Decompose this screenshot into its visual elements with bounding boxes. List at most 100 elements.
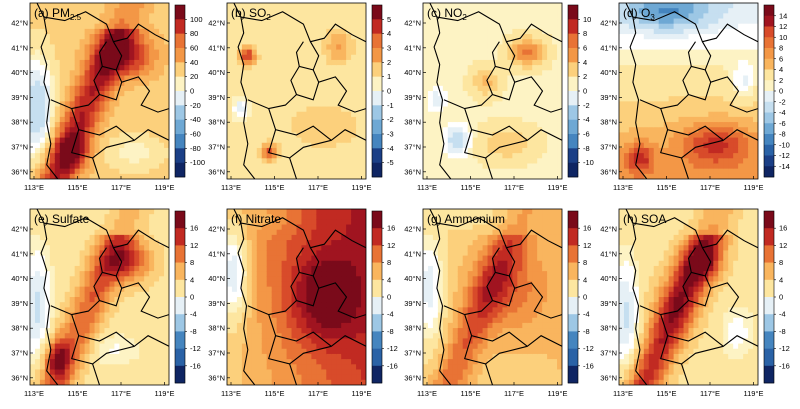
boundary-line	[50, 300, 100, 316]
map-panel-a: (a) PM2.5 42°N 41°N 40°N 39°N 38°N 37°N 36°N 113…	[11, 2, 205, 192]
colorbar-tick-label: -16	[583, 361, 594, 370]
lat-tick-label: 42°N	[404, 19, 421, 28]
colorbar-tick-label: 100	[190, 15, 203, 24]
colorbar-g: 16 12 8 4 0 -4 -8 -12 -16	[567, 210, 594, 384]
colorbar-tick-label: 4	[583, 275, 587, 284]
colorbar-tick-label: 40	[190, 58, 198, 67]
colorbar-tick-label: 6	[583, 44, 587, 53]
lat-tick-label: 41°N	[208, 249, 225, 258]
lon-tick-label: 113°E	[613, 389, 633, 398]
lon-tick-label: 115°E	[657, 389, 677, 398]
panel-subscript: 2	[462, 13, 467, 22]
colorbar-tick-label: 0	[190, 87, 194, 96]
boundary-line	[687, 247, 712, 277]
colorbar-tick-label: 8	[387, 258, 391, 267]
field-e	[30, 209, 169, 385]
lon-tick-label: 119°E	[155, 389, 175, 398]
boundary-line	[289, 363, 298, 385]
boundary-line	[625, 3, 648, 179]
colorbar-tick-label: -40	[190, 115, 201, 124]
lat-tick-label: 39°N	[208, 299, 225, 308]
colorbar-tick-label: 0	[779, 87, 783, 96]
boundary-line	[443, 300, 493, 316]
colorbar-tick-label: -16	[779, 361, 790, 370]
panel-label: (e)	[34, 212, 52, 226]
lat-tick-label: 38°N	[404, 118, 421, 127]
lat-tick-label: 37°N	[11, 349, 28, 358]
lat-tick-label: 36°N	[404, 373, 421, 382]
boundary-line	[247, 94, 297, 110]
boundary-line	[233, 3, 256, 179]
colorbar-tick-label: 8	[583, 29, 587, 38]
colorbar-tick-label: -6	[583, 130, 590, 139]
lon-tick-label: 119°E	[155, 183, 175, 192]
map-frame	[422, 2, 563, 180]
field-h	[619, 209, 758, 385]
colorbar-tick-label: -20	[190, 101, 201, 110]
colorbar-tick-label: 4	[779, 275, 783, 284]
boundary-line	[639, 300, 689, 316]
colorbar-tick-label: 12	[779, 22, 787, 31]
colorbar-tick-label: -12	[779, 151, 790, 160]
boundary-line	[295, 247, 320, 277]
panel-label: (a)	[34, 6, 52, 20]
map-frame	[29, 2, 170, 180]
lat-tick-label: 41°N	[208, 43, 225, 52]
colorbar-tick-label: -8	[583, 144, 590, 153]
map-panel-h: (h) SOA 42°N 41°N 40°N 39°N 38°N 37°N 36°N 113°E…	[600, 208, 790, 398]
lat-tick-label: 40°N	[600, 274, 617, 283]
colorbar-tick-label: 0	[779, 293, 783, 302]
lat-tick-label: 37°N	[404, 349, 421, 358]
colorbar-tick-label: -4	[583, 310, 590, 319]
lat-tick-label: 37°N	[404, 143, 421, 152]
lon-tick-label: 115°E	[461, 183, 481, 192]
lat-tick-label: 40°N	[208, 68, 225, 77]
lat-tick-label: 39°N	[600, 93, 617, 102]
lat-tick-label: 38°N	[404, 324, 421, 333]
colorbar-tick-label: 4	[190, 275, 194, 284]
colorbar-tick-label: 16	[190, 224, 198, 233]
colorbar-tick-label: -10	[779, 140, 790, 149]
lon-tick-label: 117°E	[111, 389, 131, 398]
colorbar-tick-label: 2	[779, 76, 783, 85]
colorbar-tick-label: 14	[779, 11, 787, 20]
boundary-line	[625, 209, 648, 385]
colorbar-tick-label: 80	[190, 29, 198, 38]
colorbar-tick-label: 0	[583, 87, 587, 96]
lat-tick-label: 36°N	[11, 373, 28, 382]
colorbar-tick-label: -8	[190, 327, 197, 336]
field-g	[423, 209, 562, 385]
lat-tick-label: 41°N	[600, 43, 617, 52]
map-panel-c: (c) NO242°N41°N40°N39°N38°N37°N36°N113°E…	[404, 2, 594, 192]
lon-tick-label: 113°E	[417, 389, 437, 398]
colorbar-tick-label: 4	[387, 275, 391, 284]
colorbar-tick-label: 0	[583, 293, 587, 302]
colorbar-tick-label: -1	[387, 101, 394, 110]
lat-tick-label: 41°N	[404, 249, 421, 258]
lon-tick-label: 113°E	[613, 183, 633, 192]
field-d	[619, 3, 758, 179]
colorbar-tick-label: -2	[387, 115, 394, 124]
panel-label: (g)	[427, 212, 444, 226]
colorbar-tick-label: -8	[583, 327, 590, 336]
colorbar-d: 14 12 10 86 4 2 0-2 -4 -6 -8-10 -12 -14	[763, 4, 790, 178]
lat-tick-label: 42°N	[208, 19, 225, 28]
lat-tick-label: 36°N	[600, 167, 617, 176]
lat-tick-label: 41°N	[600, 249, 617, 258]
panel-species: NO	[444, 6, 462, 20]
lat-tick-label: 41°N	[11, 249, 28, 258]
lon-tick-label: 115°E	[265, 183, 285, 192]
field-c	[423, 3, 562, 179]
colorbar-tick-label: -12	[190, 344, 201, 353]
map-frame	[226, 2, 367, 180]
boundary-line	[247, 300, 297, 316]
map-frame	[618, 2, 759, 180]
field-a	[30, 3, 169, 179]
colorbar-tick-label: 12	[779, 241, 787, 250]
lon-tick-label: 113°E	[417, 183, 437, 192]
colorbar-tick-label: 5	[387, 15, 391, 24]
colorbar-tick-label: -80	[190, 144, 201, 153]
lat-tick-label: 40°N	[404, 274, 421, 283]
colorbar-tick-label: -16	[387, 361, 398, 370]
